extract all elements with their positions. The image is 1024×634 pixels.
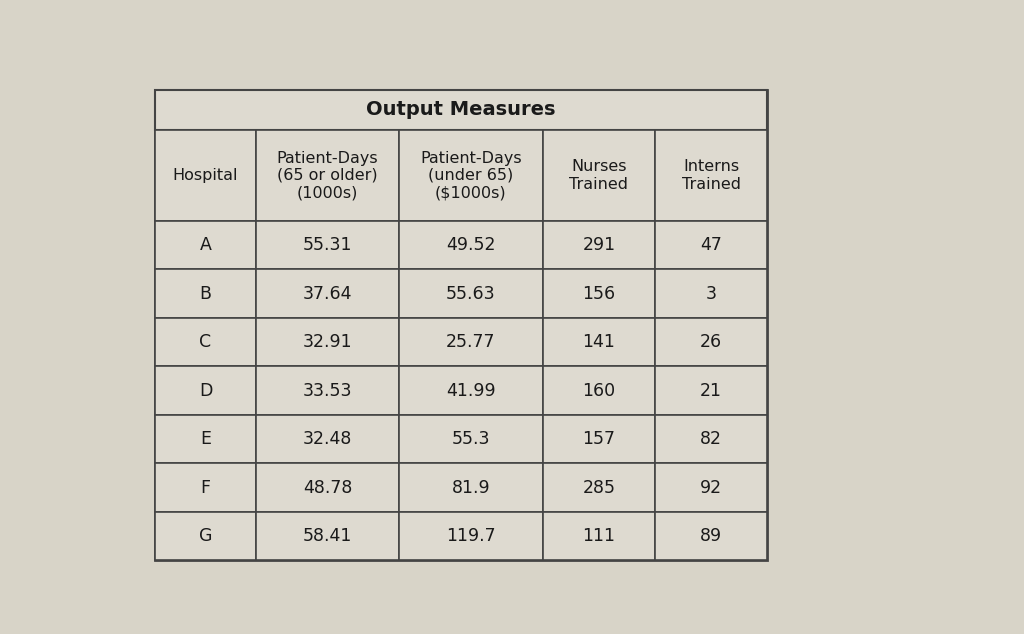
Bar xyxy=(543,366,655,415)
Bar xyxy=(155,415,256,463)
Text: 92: 92 xyxy=(700,479,722,496)
Text: 48.78: 48.78 xyxy=(303,479,352,496)
Bar xyxy=(655,463,767,512)
Text: 58.41: 58.41 xyxy=(303,527,352,545)
Bar xyxy=(543,318,655,366)
Text: 49.52: 49.52 xyxy=(446,236,496,254)
Text: 160: 160 xyxy=(583,382,615,399)
Text: Output Measures: Output Measures xyxy=(367,100,556,119)
Bar xyxy=(655,130,767,221)
Bar xyxy=(655,512,767,560)
Text: F: F xyxy=(201,479,211,496)
Bar xyxy=(399,415,543,463)
Bar xyxy=(543,269,655,318)
Bar xyxy=(155,90,767,130)
Bar xyxy=(256,318,399,366)
Text: 47: 47 xyxy=(700,236,722,254)
Text: G: G xyxy=(199,527,212,545)
Text: 3: 3 xyxy=(706,285,717,302)
Bar xyxy=(399,269,543,318)
Text: Hospital: Hospital xyxy=(173,168,239,183)
Text: 157: 157 xyxy=(583,430,615,448)
Text: Patient-Days
(under 65)
($1000s): Patient-Days (under 65) ($1000s) xyxy=(420,150,522,200)
Bar xyxy=(256,366,399,415)
Text: C: C xyxy=(200,333,212,351)
Bar xyxy=(155,221,256,269)
Text: B: B xyxy=(200,285,212,302)
Bar xyxy=(655,366,767,415)
Text: 33.53: 33.53 xyxy=(303,382,352,399)
Text: Patient-Days
(65 or older)
(1000s): Patient-Days (65 or older) (1000s) xyxy=(276,150,379,200)
Text: 111: 111 xyxy=(583,527,615,545)
Bar xyxy=(256,130,399,221)
Bar xyxy=(399,512,543,560)
Bar xyxy=(155,318,256,366)
Bar xyxy=(543,415,655,463)
Text: 55.31: 55.31 xyxy=(303,236,352,254)
Text: 285: 285 xyxy=(583,479,615,496)
Text: 32.48: 32.48 xyxy=(303,430,352,448)
Text: 37.64: 37.64 xyxy=(303,285,352,302)
Bar xyxy=(155,512,256,560)
Bar xyxy=(256,221,399,269)
Text: 21: 21 xyxy=(700,382,722,399)
Bar xyxy=(543,130,655,221)
Bar xyxy=(155,130,256,221)
Text: 291: 291 xyxy=(583,236,615,254)
Text: 81.9: 81.9 xyxy=(452,479,490,496)
Text: 82: 82 xyxy=(700,430,722,448)
Bar xyxy=(256,415,399,463)
Bar xyxy=(399,221,543,269)
Bar xyxy=(399,318,543,366)
Bar xyxy=(256,269,399,318)
Bar xyxy=(543,221,655,269)
Text: Interns
Trained: Interns Trained xyxy=(682,159,740,191)
Bar xyxy=(655,269,767,318)
Bar xyxy=(399,130,543,221)
Bar xyxy=(256,512,399,560)
Bar xyxy=(155,463,256,512)
Text: D: D xyxy=(199,382,212,399)
Bar xyxy=(399,463,543,512)
Text: E: E xyxy=(200,430,211,448)
Bar xyxy=(155,90,767,560)
Text: 119.7: 119.7 xyxy=(446,527,496,545)
Text: 41.99: 41.99 xyxy=(446,382,496,399)
Text: 32.91: 32.91 xyxy=(303,333,352,351)
Bar xyxy=(655,318,767,366)
Text: A: A xyxy=(200,236,211,254)
Text: Nurses
Trained: Nurses Trained xyxy=(569,159,629,191)
Bar xyxy=(655,221,767,269)
Text: 55.3: 55.3 xyxy=(452,430,490,448)
Text: 25.77: 25.77 xyxy=(446,333,496,351)
Text: 141: 141 xyxy=(583,333,615,351)
Bar xyxy=(399,366,543,415)
Bar xyxy=(155,269,256,318)
Text: 26: 26 xyxy=(700,333,722,351)
Bar xyxy=(256,463,399,512)
Bar xyxy=(543,463,655,512)
Bar xyxy=(155,366,256,415)
Bar xyxy=(543,512,655,560)
Text: 89: 89 xyxy=(700,527,722,545)
Text: 156: 156 xyxy=(583,285,615,302)
Bar xyxy=(655,415,767,463)
Text: 55.63: 55.63 xyxy=(446,285,496,302)
